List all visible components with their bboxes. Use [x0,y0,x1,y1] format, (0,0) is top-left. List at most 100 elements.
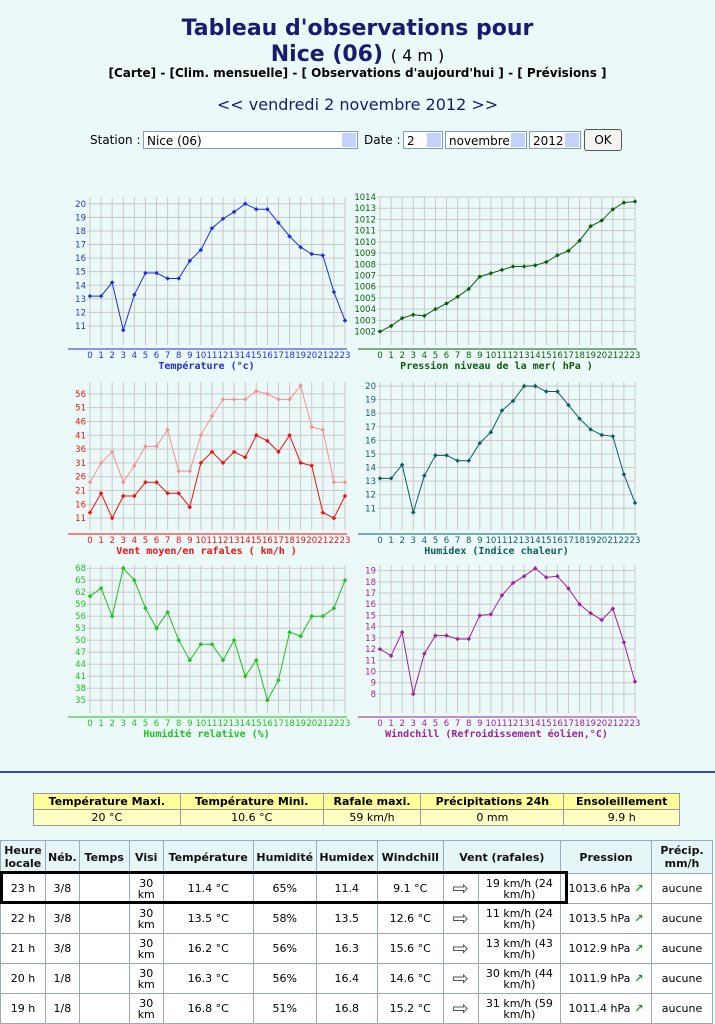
x-tick-label: 8 [466,351,471,361]
x-tick-label: 16 [552,719,563,729]
chart-title: Température (°c) [158,360,254,372]
x-tick-label: 7 [165,536,170,546]
point [477,440,483,446]
x-tick-label: 16 [552,351,563,361]
point [588,427,593,432]
cell: 15.6 °C [376,933,444,964]
chart-title: Pression niveau de la mer( hPa ) [400,360,593,372]
point [488,270,494,276]
point [621,472,627,477]
x-tick-label: 16 [262,351,273,361]
point [444,301,449,306]
point [98,491,104,496]
cell: 1011.9 hPa ↗ [560,963,652,994]
x-tick-label: 6 [444,536,449,546]
x-tick-label: 23 [340,351,351,361]
point [287,397,292,402]
year-select[interactable]: 2012 [529,131,581,149]
x-tick-label: 22 [618,351,629,361]
x-tick-label: 20 [596,351,607,361]
cell: 21 h [0,933,46,964]
point [287,629,292,635]
ok-button[interactable]: OK [584,129,622,151]
point [143,270,148,276]
station-name: Nice (06) [270,42,384,67]
x-tick-label: 3 [121,536,126,546]
column-header: Température [162,840,254,874]
x-tick-label: 15 [541,351,552,361]
nav-link[interactable]: [Clim. mensuelle] [169,66,289,80]
point [320,613,326,619]
x-tick-label: 13 [229,719,240,729]
y-tick-label: 59 [75,600,86,610]
point [120,327,126,333]
day-select[interactable]: 2 [403,131,443,149]
x-tick-label: 0 [377,351,382,361]
station-label: Station : [90,133,141,147]
x-tick-label: 19 [585,719,596,729]
cell: 1013.6 hPa ↗ [560,873,652,904]
x-tick-label: 15 [251,536,262,546]
prev-day[interactable]: << [216,95,244,114]
x-tick-label: 11 [207,351,218,361]
point [377,646,383,652]
point [499,593,505,598]
y-tick-label: 65 [75,576,86,586]
y-tick-label: 56 [75,612,86,622]
cell: 30 km [128,963,164,994]
point [488,429,494,435]
y-tick-label: 16 [75,254,86,264]
point [187,468,193,474]
pressure: 1013.6 hPa [568,882,631,895]
point [309,613,315,619]
x-tick-label: 2 [399,719,404,729]
x-tick-label: 2 [109,351,114,361]
cell: 1013.5 hPa ↗ [560,903,652,934]
point [621,640,627,645]
summary-header: Température Mini. [179,793,324,810]
cell: 1011.4 hPa ↗ [560,993,652,1024]
month-select[interactable]: novembre [445,131,527,149]
x-tick-label: 10 [195,536,206,546]
point [621,200,627,205]
y-tick-label: 1005 [354,294,376,304]
x-tick-label: 21 [317,351,328,361]
x-tick-label: 9 [187,536,192,546]
station-select[interactable]: Nice (06) [143,131,358,149]
point [422,651,427,656]
nav-link[interactable]: [ Observations d'aujourd'hui ] [301,66,504,80]
chart-title: Windchill (Refroidissement éolien,°C) [385,728,608,740]
point [242,397,248,402]
column-header: Windchill [376,840,444,874]
point [176,468,181,474]
cell: aucune [651,903,713,934]
x-tick-label: 22 [618,719,629,729]
point [499,267,505,273]
y-tick-label: 53 [75,624,86,634]
y-tick-label: 13 [365,634,376,644]
x-tick-label: 13 [519,719,530,729]
y-tick-label: 50 [75,636,86,646]
point [342,493,348,499]
x-tick-label: 18 [284,536,295,546]
cell: aucune [651,993,713,1024]
x-tick-label: 15 [251,351,262,361]
point [555,573,560,579]
next-day[interactable]: >> [471,95,499,114]
nav-link[interactable]: [Carte] [108,66,157,80]
x-tick-label: 5 [433,351,438,361]
point [265,438,270,444]
series-line [380,385,636,515]
cell: 16.8 [315,993,378,1024]
x-tick-label: 7 [455,719,460,729]
y-tick-label: 15 [75,268,86,278]
x-tick-label: 13 [519,536,530,546]
cell: 19 km/h (24 km/h) [477,873,562,904]
x-tick-label: 11 [207,719,218,729]
x-tick-label: 15 [541,536,552,546]
cell: 11.4 °C [162,873,254,904]
point [320,510,326,515]
nav-link[interactable]: [ Prévisions ] [517,66,607,80]
series-line [90,203,346,332]
x-tick-label: 1 [98,719,103,729]
